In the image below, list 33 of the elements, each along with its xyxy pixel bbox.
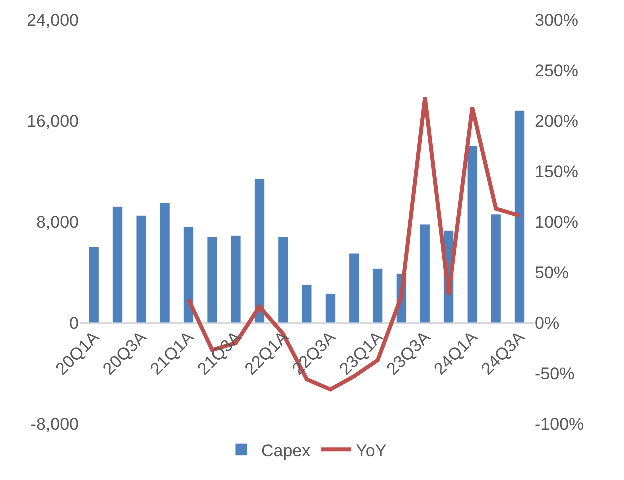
bar	[112, 206, 124, 324]
bar	[136, 215, 147, 324]
y-tick-label: 0	[70, 314, 79, 333]
bar	[372, 268, 384, 324]
y2-tick-label: 200%	[535, 112, 578, 131]
bar	[467, 146, 478, 324]
bar	[514, 110, 526, 324]
bar	[254, 178, 265, 324]
bar	[230, 236, 242, 324]
bar	[207, 236, 218, 324]
y2-tick-label: -100%	[535, 414, 584, 434]
y2-tick-label: 50%	[535, 263, 570, 282]
y2-tick-label: 300%	[535, 10, 578, 30]
bar	[184, 226, 194, 324]
y-tick-label: 8,000	[36, 212, 79, 232]
bar	[325, 294, 336, 324]
bar	[490, 214, 502, 324]
bar	[88, 247, 100, 324]
y2-tick-label: -50%	[535, 364, 575, 384]
y-tick-label: 24,000	[27, 10, 79, 30]
y2-tick-label: 250%	[535, 61, 578, 80]
bar	[349, 253, 360, 324]
legend-label: YoY	[356, 441, 387, 460]
y-tick-label: 16,000	[27, 112, 79, 131]
y2-tick-label: 150%	[535, 162, 578, 182]
y2-tick-label: 100%	[535, 212, 578, 232]
bar	[302, 284, 312, 324]
y-tick-label: -8,000	[30, 414, 79, 434]
y2-tick-label: 0%	[535, 314, 560, 333]
bar	[278, 236, 289, 324]
bar	[420, 224, 430, 324]
bar	[160, 202, 170, 324]
legend-label: Capex	[262, 441, 312, 460]
